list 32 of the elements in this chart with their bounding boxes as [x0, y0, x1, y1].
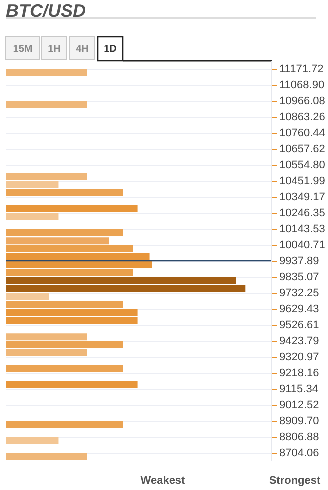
y-tick-label: 9115.34	[280, 384, 318, 396]
y-tick-label: 10451.99	[280, 176, 326, 188]
y-tick-label: 10554.80	[280, 160, 326, 172]
y-tick-label: 10040.71	[280, 240, 326, 252]
text: 4H	[76, 44, 89, 55]
text: Strongest	[269, 475, 321, 487]
y-tick-label: 8704.06	[280, 448, 320, 460]
y-tick-label: 10966.08	[280, 96, 326, 108]
y-tick-label: 9732.25	[280, 288, 320, 300]
y-tick-label: 11068.90	[280, 80, 325, 92]
text: 1H	[48, 44, 61, 55]
y-tick-label: 9937.89	[280, 256, 320, 268]
y-tick-label: 9526.61	[280, 320, 320, 332]
y-tick-label: 10657.62	[280, 144, 326, 156]
y-tick-label: 9320.97	[280, 352, 320, 364]
chart-title: BTC/USD	[6, 1, 86, 21]
y-tick-label: 9835.07	[280, 272, 320, 284]
text: Weakest	[140, 475, 186, 487]
y-tick-label: 10143.53	[280, 224, 326, 236]
y-tick-label: 8909.70	[280, 416, 320, 428]
y-tick-label: 10760.44	[280, 128, 326, 140]
y-tick-label: 8806.88	[280, 432, 320, 444]
text: 1D	[104, 44, 117, 55]
y-tick-label: 11171.72	[280, 64, 324, 76]
y-tick-label: 9423.79	[280, 336, 320, 348]
y-tick-label: 10863.26	[280, 112, 326, 124]
y-tick-label: 10246.35	[280, 208, 326, 220]
y-tick-label: 10349.17	[280, 192, 326, 204]
y-tick-label: 9218.16	[280, 368, 320, 380]
y-tick-label: 9629.43	[280, 304, 320, 316]
text: 15M	[13, 44, 33, 55]
y-tick-label: 9012.52	[280, 400, 320, 412]
